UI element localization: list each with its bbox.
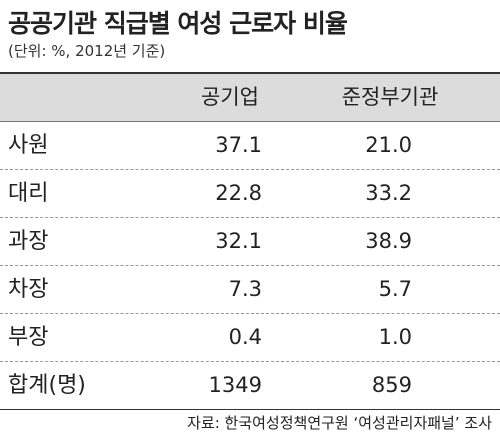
table-cell: 33.2 <box>365 181 412 205</box>
table-cell: 859 <box>371 373 412 397</box>
table-cell: 1349 <box>208 373 262 397</box>
table-cell: 7.3 <box>228 277 262 301</box>
row-label: 합계(명) <box>8 373 86 398</box>
row-label: 과장 <box>8 229 49 254</box>
table-row: 부장 0.4 1.0 <box>0 314 500 362</box>
column-header: 공기업 <box>201 85 259 109</box>
table-cell: 21.0 <box>365 133 412 157</box>
row-label: 대리 <box>8 181 49 206</box>
table-cell: 37.1 <box>215 133 262 157</box>
table-cell: 0.4 <box>228 325 262 349</box>
header-row: 공기업 준정부기관 <box>0 74 500 122</box>
row-label: 부장 <box>8 325 49 350</box>
table: 공기업 준정부기관 사원 37.1 21.0 대리 22.8 33.2 과장 32.1 38.9 차… <box>0 72 500 410</box>
table-cell: 32.1 <box>215 229 262 253</box>
table-cell: 22.8 <box>215 181 262 205</box>
column-header: 준정부기관 <box>341 85 439 109</box>
subtitle: (단위: %, 2012년 기준) <box>8 42 166 60</box>
source: 자료: 한국여성정책연구원 ‘여성관리자패널’ 조사 <box>187 414 492 432</box>
row-label: 차장 <box>8 277 49 302</box>
table-row: 차장 7.3 5.7 <box>0 266 500 314</box>
table-row: 과장 32.1 38.9 <box>0 218 500 266</box>
row-label: 사원 <box>8 133 49 158</box>
table-cell: 38.9 <box>365 229 412 253</box>
table-row: 합계(명) 1349 859 <box>0 362 500 409</box>
table-row: 대리 22.8 33.2 <box>0 170 500 218</box>
table-cell: 1.0 <box>378 325 412 349</box>
title: 공공기관 직급별 여성 근로자 비율 <box>8 9 348 38</box>
table-row: 사원 37.1 21.0 <box>0 122 500 170</box>
table-cell: 5.7 <box>378 277 412 301</box>
